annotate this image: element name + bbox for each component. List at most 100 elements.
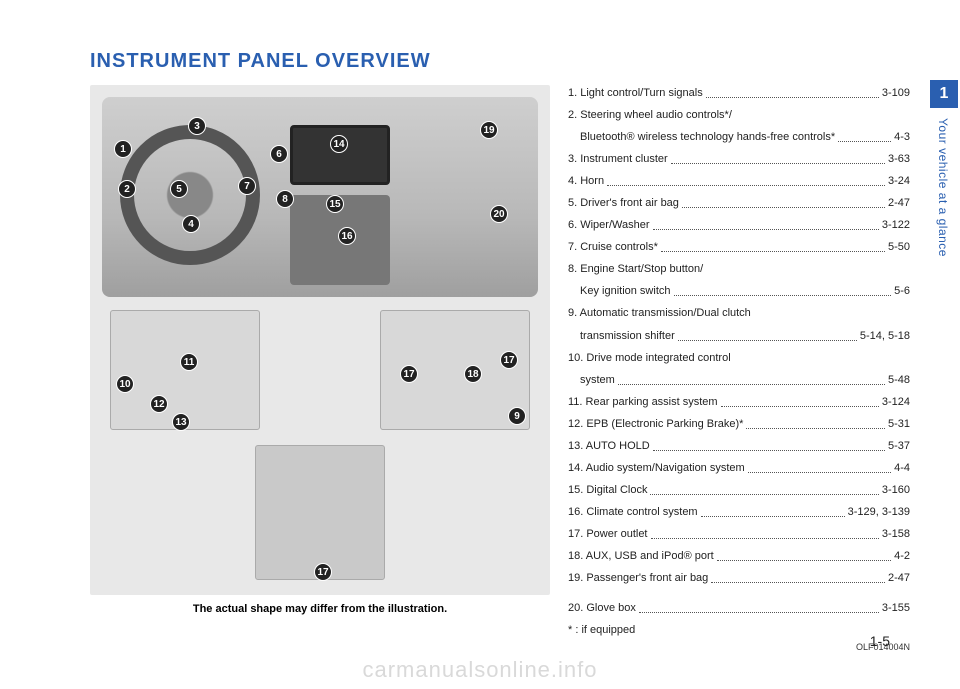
parts-list-item: 17. Power outlet3-158 (568, 526, 910, 543)
item-label: 20. Glove box (568, 600, 636, 617)
illustration-column: 12345678910111213141516171717181920 The … (90, 85, 550, 655)
item-label: 8. Engine Start/Stop button/ (568, 261, 703, 278)
item-page: 5-14, 5-18 (860, 328, 910, 345)
callout-13: 13 (172, 413, 190, 431)
parts-list-item-cont: transmission shifter5-14, 5-18 (568, 328, 910, 345)
parts-list-item: 4. Horn 3-24 (568, 173, 910, 190)
parts-list-item: 11. Rear parking assist system 3-124 (568, 394, 910, 411)
parts-list-item: 1. Light control/Turn signals 3-109 (568, 85, 910, 102)
leader-dots (607, 173, 885, 186)
callout-17: 17 (500, 351, 518, 369)
parts-list-item: 18. AUX, USB and iPod® port4-2 (568, 548, 910, 565)
parts-list-item-cont: system 5-48 (568, 372, 910, 389)
dashboard-illustration: 12345678910111213141516171717181920 (90, 85, 550, 595)
callout-3: 3 (188, 117, 206, 135)
leader-dots (653, 217, 879, 230)
callout-18: 18 (464, 365, 482, 383)
item-label: 7. Cruise controls* (568, 239, 658, 256)
item-page: 3-109 (882, 85, 910, 102)
leader-dots (650, 482, 878, 495)
parts-list: 1. Light control/Turn signals3-1092. Ste… (568, 85, 910, 655)
leader-dots (653, 438, 885, 451)
leader-dots (717, 548, 891, 561)
leader-dots (671, 151, 885, 164)
leader-dots (618, 372, 885, 385)
callout-19: 19 (480, 121, 498, 139)
item-page: 2-47 (888, 195, 910, 212)
item-page: 5-50 (888, 239, 910, 256)
parts-list-item: 13. AUTO HOLD 5-37 (568, 438, 910, 455)
side-tab: 1 Your vehicle at a glance (930, 80, 960, 360)
callout-10: 10 (116, 375, 134, 393)
callout-8: 8 (276, 190, 294, 208)
item-label: 4. Horn (568, 173, 604, 190)
item-page: 4-4 (894, 460, 910, 477)
leader-dots (748, 460, 891, 473)
item-sublabel: Key ignition switch (568, 283, 671, 300)
callout-14: 14 (330, 135, 348, 153)
item-label: 11. Rear parking assist system (568, 394, 718, 411)
parts-list-item: 19. Passenger's front air bag2-47 (568, 570, 910, 587)
illustration-caption: The actual shape may differ from the ill… (90, 603, 550, 615)
callout-11: 11 (180, 353, 198, 371)
item-page: 5-37 (888, 438, 910, 455)
item-label: 14. Audio system/Navigation system (568, 460, 745, 477)
item-label: 13. AUTO HOLD (568, 438, 650, 455)
item-page: 2-47 (888, 570, 910, 587)
callout-2: 2 (118, 180, 136, 198)
item-page: 5-31 (888, 416, 910, 433)
leader-dots (711, 570, 885, 583)
item-page: 3-155 (882, 600, 910, 617)
parts-list-item: 15. Digital Clock 3-160 (568, 482, 910, 499)
callout-16: 16 (338, 227, 356, 245)
leader-dots (661, 239, 885, 252)
content-row: 12345678910111213141516171717181920 The … (90, 85, 910, 655)
item-label: 3. Instrument cluster (568, 151, 668, 168)
item-page: 4-3 (894, 129, 910, 146)
callout-15: 15 (326, 195, 344, 213)
callout-20: 20 (490, 205, 508, 223)
item-page: 3-124 (882, 394, 910, 411)
parts-list-item: 6. Wiper/Washer3-122 (568, 217, 910, 234)
callout-1: 1 (114, 140, 132, 158)
callout-7: 7 (238, 177, 256, 195)
parts-list-item: 3. Instrument cluster3-63 (568, 151, 910, 168)
item-page: 3-24 (888, 173, 910, 190)
page-title: INSTRUMENT PANEL OVERVIEW (90, 50, 910, 73)
leader-dots (682, 195, 885, 208)
item-label: 12. EPB (Electronic Parking Brake)* (568, 416, 743, 433)
item-page: 5-48 (888, 372, 910, 389)
item-label: 10. Drive mode integrated control (568, 350, 731, 367)
parts-list-item: 20. Glove box 3-155 (568, 600, 910, 617)
steering-wheel-shape (120, 125, 260, 265)
callout-9: 9 (508, 407, 526, 425)
item-label: 18. AUX, USB and iPod® port (568, 548, 714, 565)
page-number: 1-5 (870, 633, 890, 649)
parts-list-item: 16. Climate control system3-129, 3-139 (568, 504, 910, 521)
item-page: 5-6 (894, 283, 910, 300)
parts-list-item: 8. Engine Start/Stop button/ (568, 261, 910, 278)
parts-list-item: 7. Cruise controls* 5-50 (568, 239, 910, 256)
item-sublabel: Bluetooth® wireless technology hands-fre… (568, 129, 835, 146)
item-page: 3-160 (882, 482, 910, 499)
parts-list-item-cont: Bluetooth® wireless technology hands-fre… (568, 129, 910, 146)
chapter-number-tab: 1 (930, 80, 958, 108)
leader-dots (674, 283, 892, 296)
item-sublabel: system (568, 372, 615, 389)
parts-list-item: 12. EPB (Electronic Parking Brake)* 5-31 (568, 416, 910, 433)
item-label: 15. Digital Clock (568, 482, 647, 499)
leader-dots (746, 416, 885, 429)
parts-list-item: 9. Automatic transmission/Dual clutch (568, 305, 910, 322)
callout-4: 4 (182, 215, 200, 233)
callout-5: 5 (170, 180, 188, 198)
item-label: 9. Automatic transmission/Dual clutch (568, 305, 751, 322)
parts-list-item: 5. Driver's front air bag2-47 (568, 195, 910, 212)
footnote: * : if equipped (568, 622, 910, 639)
callout-17: 17 (314, 563, 332, 581)
item-label: 1. Light control/Turn signals (568, 85, 703, 102)
leader-dots (706, 85, 879, 98)
leader-dots (678, 328, 857, 341)
item-label: 6. Wiper/Washer (568, 217, 650, 234)
image-code: OLF014004N (568, 641, 910, 655)
nav-screen-shape (290, 125, 390, 185)
